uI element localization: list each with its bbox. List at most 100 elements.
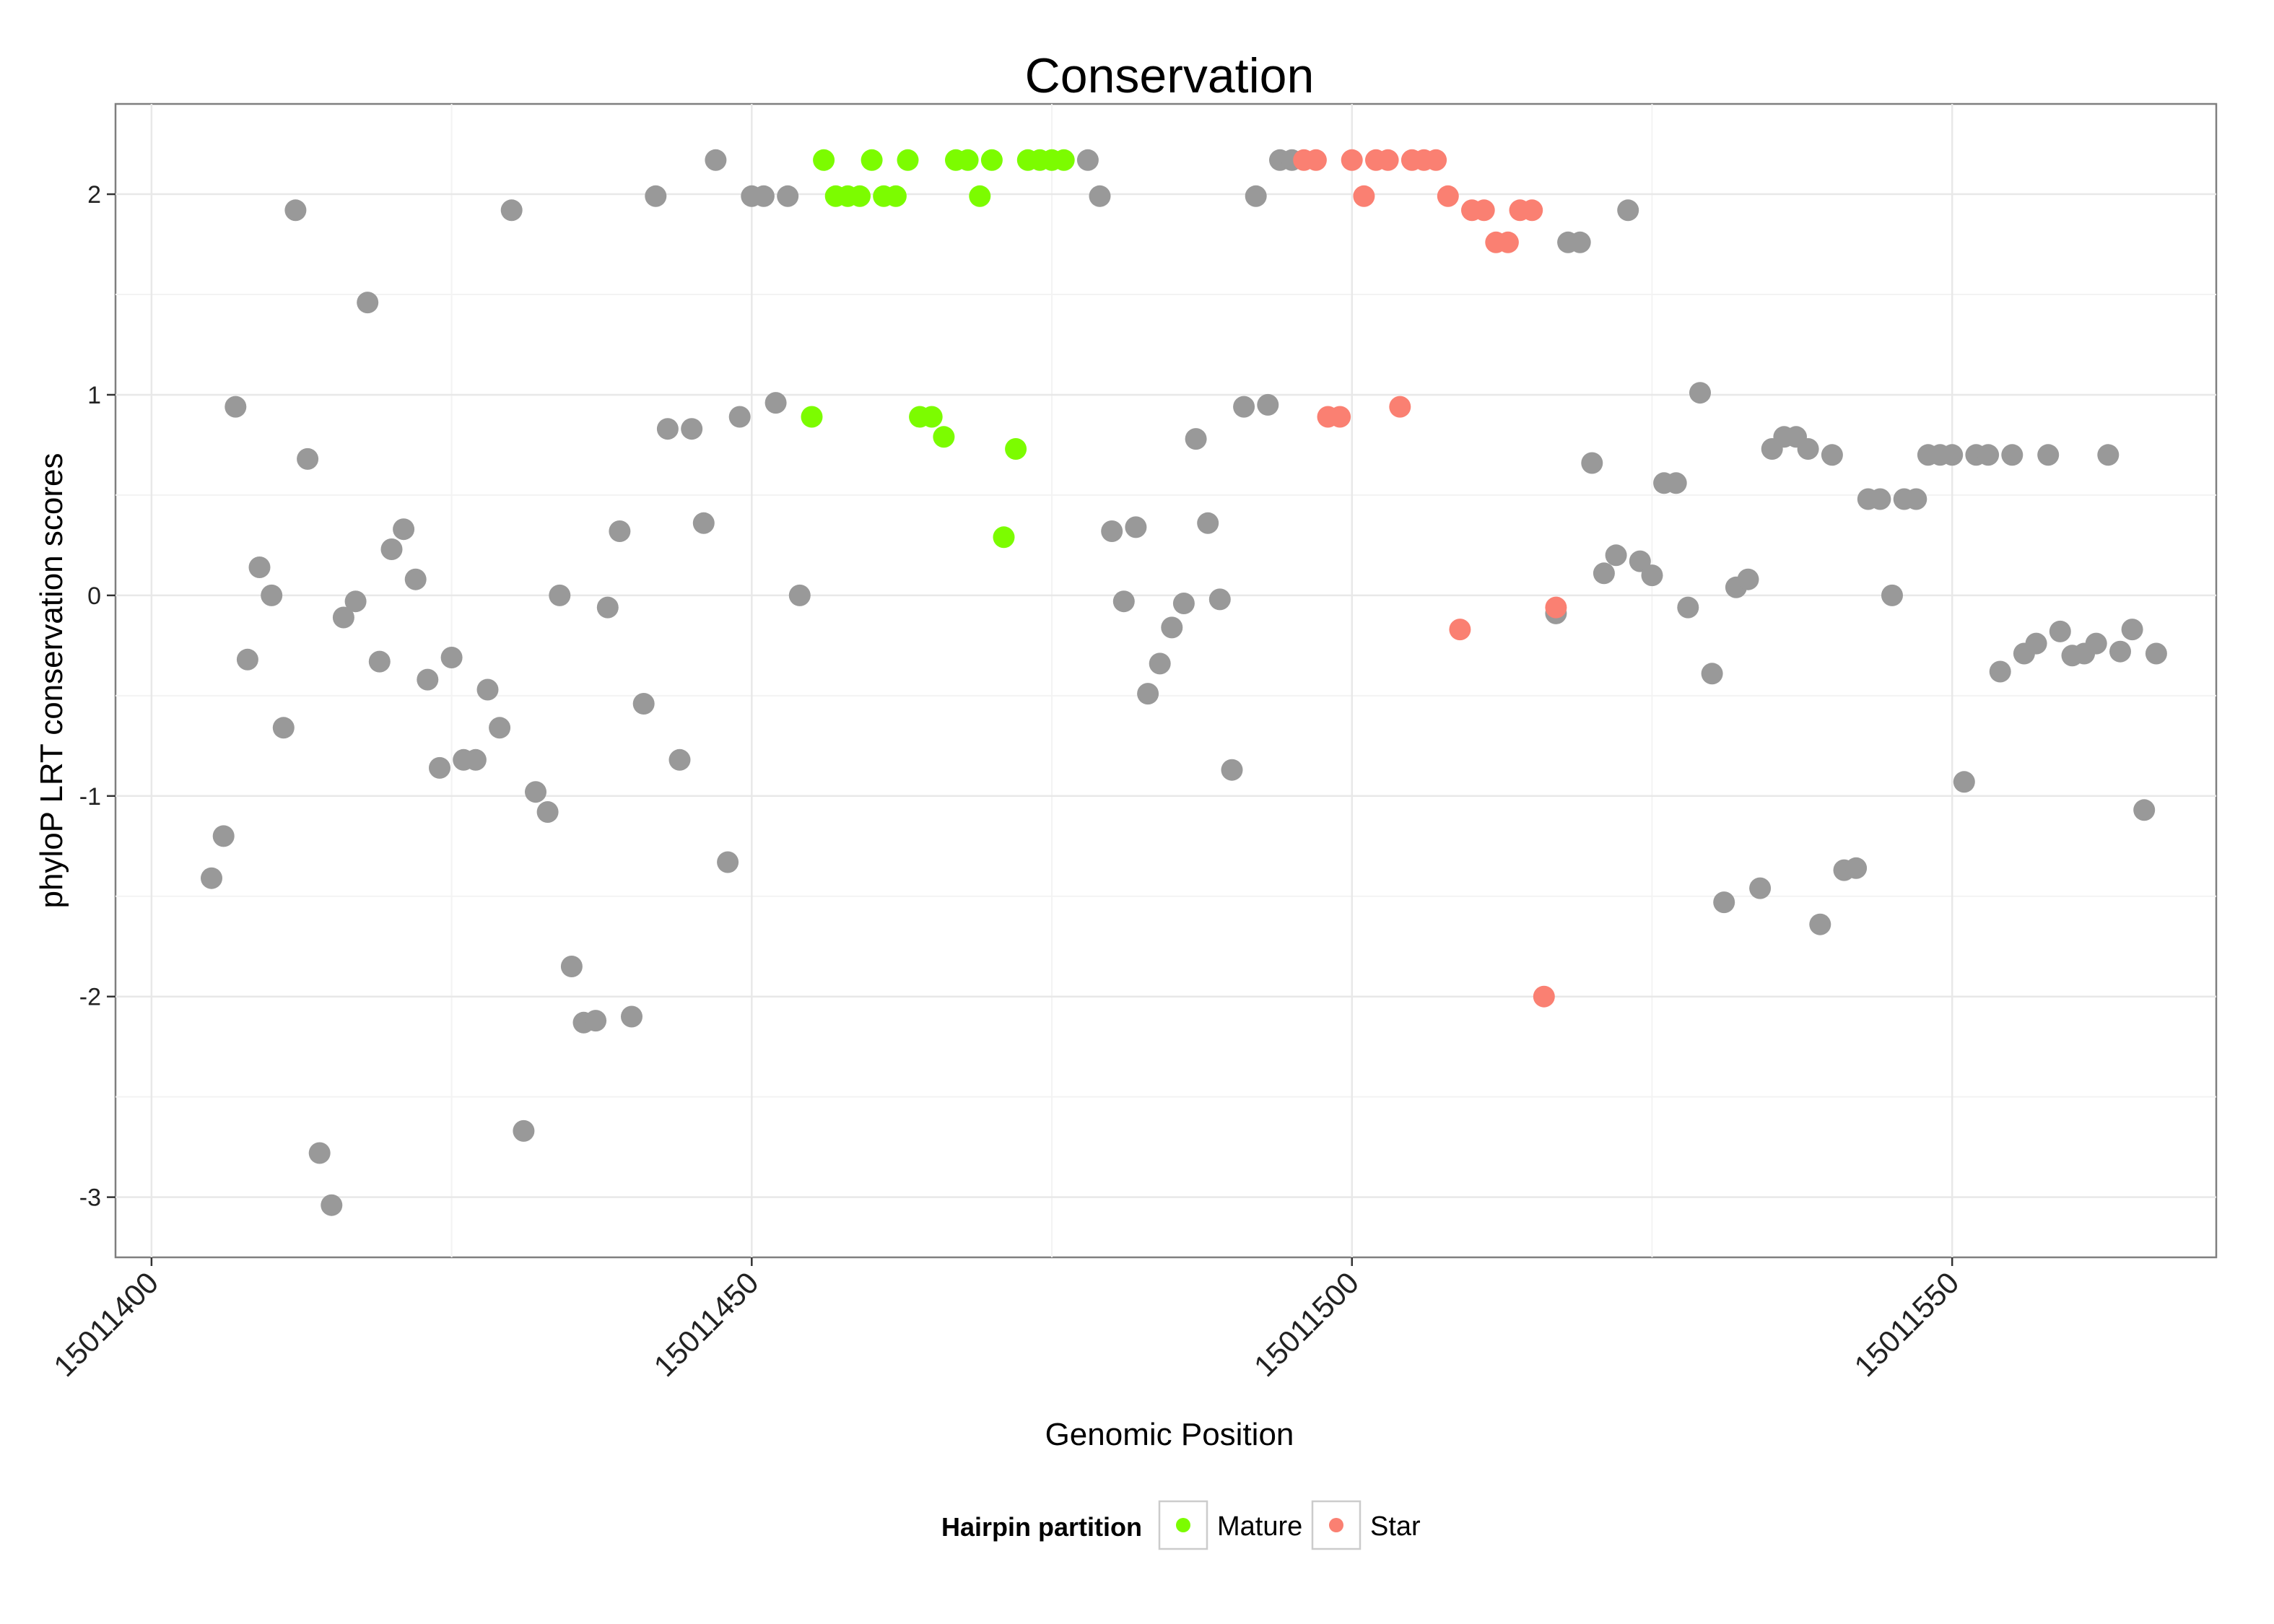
data-point-other — [344, 590, 367, 613]
x-tick-label: 15011400 — [47, 1265, 165, 1383]
data-point-other — [1677, 596, 1699, 619]
x-axis-title: Genomic Position — [1045, 1417, 1294, 1452]
data-point-other — [1221, 759, 1243, 781]
data-point-other — [1977, 444, 2000, 466]
data-point-other — [1245, 185, 1267, 207]
data-point-other — [476, 678, 499, 701]
y-tick-label: -2 — [79, 984, 101, 1011]
data-point-other — [621, 1005, 642, 1028]
data-point-other — [717, 851, 739, 873]
legend-swatch-star — [1329, 1518, 1343, 1532]
data-point-other — [549, 584, 571, 606]
data-point-other — [1089, 185, 1111, 207]
data-point-other — [1185, 428, 1207, 450]
data-point-other — [1869, 488, 1891, 510]
data-point-other — [2109, 640, 2131, 663]
data-point-mature — [1053, 149, 1075, 171]
data-point-other — [440, 647, 463, 668]
data-point-other — [513, 1119, 535, 1142]
data-point-other — [2037, 444, 2060, 466]
legend-label-mature: Mature — [1217, 1511, 1302, 1542]
data-point-other — [1197, 512, 1219, 534]
data-point-other — [1208, 588, 1231, 611]
data-point-other — [777, 185, 799, 207]
data-point-other — [1689, 382, 1711, 404]
plot-panel — [114, 102, 2218, 1259]
data-point-other — [404, 568, 427, 590]
data-point-other — [1797, 438, 1819, 460]
data-point-other — [1112, 590, 1135, 613]
data-point-other — [560, 956, 583, 977]
data-point-other — [212, 825, 235, 847]
data-point-other — [1125, 516, 1147, 538]
data-point-mature — [813, 149, 835, 171]
data-point-star — [1377, 149, 1399, 171]
data-point-mature — [980, 149, 1003, 171]
data-point-other — [705, 149, 727, 171]
data-point-other — [536, 801, 559, 823]
data-point-other — [2085, 632, 2107, 655]
data-point-star — [1545, 596, 1567, 619]
data-point-mature — [884, 185, 907, 207]
y-tick-label: -1 — [79, 783, 101, 811]
data-point-mature — [1005, 438, 1027, 460]
x-tick-label: 15011450 — [648, 1265, 765, 1383]
data-point-other — [1809, 913, 1831, 935]
data-point-other — [2145, 642, 2167, 665]
data-point-other — [2025, 632, 2047, 655]
data-point-mature — [849, 185, 871, 207]
y-tick-label: 1 — [87, 382, 101, 409]
y-tick-label: 2 — [87, 181, 101, 209]
data-point-other — [1149, 652, 1171, 675]
data-point-other — [1617, 199, 1639, 222]
y-tick-label: 0 — [87, 582, 101, 610]
data-point-other — [596, 596, 619, 619]
x-tick-label: 15011550 — [1847, 1265, 1965, 1383]
data-point-other — [681, 418, 703, 440]
data-point-other — [1233, 396, 1255, 418]
data-point-star — [1473, 199, 1495, 222]
data-point-mature — [897, 149, 919, 171]
data-point-star — [1329, 406, 1351, 428]
data-point-other — [464, 748, 487, 771]
x-tick-label: 15011500 — [1247, 1265, 1365, 1383]
data-points — [201, 149, 2167, 1216]
data-point-other — [1581, 452, 1603, 474]
data-point-other — [2049, 620, 2071, 642]
data-point-mature — [957, 149, 979, 171]
data-point-other — [692, 512, 715, 534]
data-point-star — [1425, 149, 1447, 171]
data-point-other — [2121, 619, 2143, 641]
data-point-other — [1629, 550, 1651, 572]
data-point-other — [500, 199, 523, 222]
data-point-other — [728, 406, 751, 428]
data-point-mature — [993, 526, 1015, 549]
data-point-other — [1701, 663, 1723, 685]
data-point-other — [1749, 877, 1772, 899]
data-point-other — [1641, 564, 1663, 587]
data-point-other — [1101, 520, 1123, 542]
data-point-other — [272, 717, 295, 739]
data-point-other — [357, 292, 379, 314]
data-point-star — [1341, 149, 1363, 171]
data-point-other — [201, 867, 222, 889]
data-point-other — [585, 1010, 607, 1032]
data-point-other — [248, 556, 271, 578]
data-point-other — [645, 185, 667, 207]
data-point-other — [1137, 683, 1159, 705]
data-point-other — [1941, 444, 1964, 466]
data-point-other — [1989, 660, 2011, 683]
data-point-mature — [801, 406, 823, 428]
data-point-other — [1605, 544, 1627, 567]
legend-label-star: Star — [1370, 1511, 1421, 1542]
chart-title: Conservation — [1025, 48, 1315, 103]
data-point-other — [417, 668, 439, 691]
data-point-other — [225, 396, 247, 418]
data-point-star — [1533, 985, 1555, 1008]
legend: Hairpin partition Mature Star — [941, 1500, 1421, 1550]
y-axis: -3 -2 -1 0 1 2 — [79, 181, 116, 1212]
data-point-other — [236, 648, 258, 671]
data-point-other — [1821, 444, 1843, 466]
data-point-mature — [861, 149, 883, 171]
